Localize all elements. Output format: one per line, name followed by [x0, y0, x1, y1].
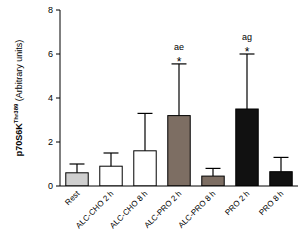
- x-tick-label: PRO 2 h: [223, 189, 251, 217]
- y-tick-label: 2: [48, 137, 53, 147]
- annotation: ae: [174, 42, 184, 52]
- bar: [270, 172, 292, 186]
- bar: [202, 176, 224, 186]
- error-cap: [138, 113, 153, 114]
- x-tick-label: PRO 8 h: [257, 189, 285, 217]
- x-tick-label: Rest: [63, 189, 82, 208]
- y-tick-label: 0: [48, 181, 53, 191]
- error-bar: [240, 54, 255, 109]
- y-tick-label: 4: [48, 93, 53, 103]
- x-axis: [60, 186, 298, 187]
- bars: [66, 54, 292, 186]
- y-tick: [56, 98, 60, 99]
- error-stem: [212, 168, 213, 176]
- error-bar: [274, 157, 289, 171]
- error-bar: [104, 153, 119, 166]
- y-title-suffix: (Arbitrary units): [14, 40, 24, 104]
- error-stem: [144, 113, 145, 150]
- y-title-superscript: Thr389: [13, 103, 19, 123]
- bar: [66, 173, 88, 186]
- error-stem: [110, 153, 111, 166]
- error-bar: [70, 164, 85, 173]
- error-stem: [280, 157, 281, 171]
- y-tick-label: 8: [48, 5, 53, 15]
- annotation: ag: [242, 32, 252, 42]
- y-title-main: p70S6K: [14, 123, 24, 157]
- y-tick: [56, 10, 60, 11]
- x-tick-label: ALC-PRO 8 h: [176, 189, 217, 230]
- y-tick: [56, 142, 60, 143]
- error-bar: [138, 113, 153, 150]
- error-stem: [178, 64, 179, 116]
- annotation: *: [245, 45, 250, 59]
- bar: [168, 116, 190, 186]
- bar: [236, 109, 258, 186]
- error-bar: [206, 168, 221, 176]
- error-bar: [172, 64, 187, 116]
- chart-root: 02468RestALC-CHO 2 hALC-CHO 8 hALC-PRO 2…: [0, 0, 300, 241]
- error-cap: [70, 163, 85, 164]
- y-tick: [56, 54, 60, 55]
- y-tick: [56, 186, 60, 187]
- error-cap: [206, 168, 221, 169]
- annotation: *: [177, 55, 182, 69]
- error-stem: [76, 164, 77, 173]
- bar: [134, 151, 156, 186]
- error-cap: [274, 157, 289, 158]
- y-axis-title: p70S6KThr389 (Arbitrary units): [13, 40, 24, 157]
- y-tick-label: 6: [48, 49, 53, 59]
- error-cap: [104, 152, 119, 153]
- bar: [100, 166, 122, 186]
- chart: 02468RestALC-CHO 2 hALC-CHO 8 hALC-PRO 2…: [0, 0, 300, 241]
- error-stem: [246, 54, 247, 109]
